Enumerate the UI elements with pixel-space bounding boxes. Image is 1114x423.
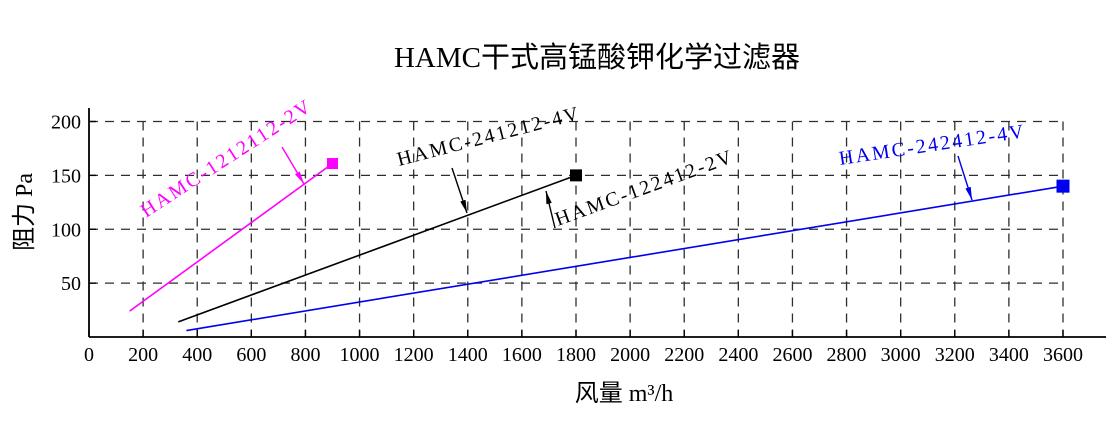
x-tick-label: 3600: [1043, 344, 1083, 366]
x-tick-label: 1400: [448, 344, 488, 366]
x-tick-label: 3400: [989, 344, 1029, 366]
leader-arrow-hamc-1212112-2v: [281, 146, 305, 185]
y-tick-label: 100: [51, 219, 81, 241]
x-tick-label: 2000: [610, 344, 650, 366]
x-tick-label: 3000: [881, 344, 921, 366]
series-marker-hamc-242412-4v: [1056, 179, 1070, 193]
y-tick-label: 200: [51, 112, 81, 134]
x-tick-label: 2600: [772, 344, 812, 366]
x-tick-label: 1800: [556, 344, 596, 366]
x-tick-label: 3200: [935, 344, 975, 366]
x-tick-label: 2200: [664, 344, 704, 366]
x-axis-title: 风量 m³/h: [575, 381, 674, 407]
x-tick-label: 1200: [394, 344, 434, 366]
x-tick-label: 2400: [718, 344, 758, 366]
x-tick-label: 800: [290, 344, 320, 366]
axes: [88, 108, 1106, 338]
series-label-hamc-241212-4v: HAMC-241212-4V: [395, 102, 583, 171]
y-tick-label: 150: [51, 165, 81, 187]
y-axis-title: 阻力 Pa: [11, 173, 38, 251]
chart-title: HAMC干式高锰酸钾化学过滤器: [394, 41, 800, 74]
series-label-hamc-242412-4v: HAMC-242412-4V: [837, 120, 1027, 170]
leader-arrow-hamc-242412-4v: [957, 155, 973, 201]
x-tick-label: 0: [84, 344, 94, 366]
ticks: [88, 120, 1064, 337]
x-tick-label: 600: [236, 344, 266, 366]
x-tick-label: 1000: [340, 344, 380, 366]
series-line-hamc-242412-4v: [186, 185, 1064, 332]
series-marker-hamc-1212112-2v: [327, 158, 338, 170]
leader-arrow-hamc-241212-4v: [451, 167, 468, 214]
x-tick-label: 2800: [827, 344, 867, 366]
x-tick-label: 400: [182, 344, 212, 366]
series-line-hamc-241212-4v: [178, 174, 577, 323]
leader-arrow-hamc-122412-2v: [545, 190, 556, 229]
series-line-hamc-1212112-2v: [129, 162, 333, 312]
y-tick-label: 50: [61, 273, 81, 295]
series-marker-hamc-241212-4v: [570, 169, 582, 182]
series-label-hamc-122412-2v: HAMC-122412-2V: [552, 146, 737, 231]
x-tick-label: 1600: [502, 344, 542, 366]
x-tick-label: 200: [128, 344, 158, 366]
